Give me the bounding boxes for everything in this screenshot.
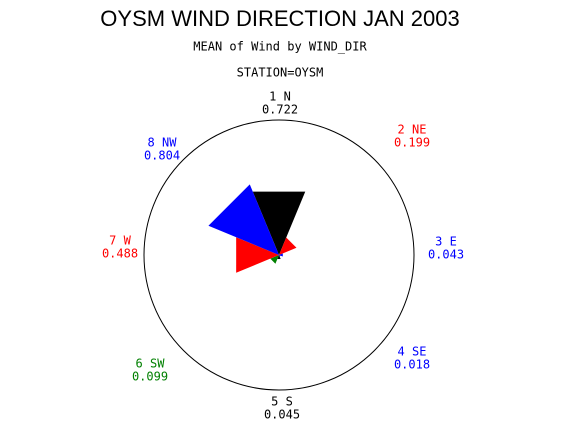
chart-subtitle: MEAN of Wind by WIND_DIR xyxy=(193,40,367,54)
value-label: 0.804 xyxy=(144,149,180,163)
direction-label: 4 SE xyxy=(398,345,427,359)
value-label: 0.199 xyxy=(394,136,430,150)
wedge xyxy=(208,184,279,255)
direction-label: 2 NE xyxy=(398,123,427,137)
value-label: 0.722 xyxy=(262,103,298,117)
wedge xyxy=(252,191,306,255)
direction-label: 6 SW xyxy=(136,357,166,371)
value-label: 0.043 xyxy=(428,248,464,262)
direction-label: 5 S xyxy=(271,395,293,409)
direction-label: 1 N xyxy=(269,90,291,104)
wedge xyxy=(279,237,297,255)
value-label: 0.018 xyxy=(394,358,430,372)
value-label: 0.488 xyxy=(102,247,138,261)
frame-circle xyxy=(143,119,415,391)
direction-label: 8 NW xyxy=(148,136,178,150)
direction-label: 3 E xyxy=(435,235,457,249)
wedge xyxy=(279,255,281,257)
wedge xyxy=(279,253,283,257)
group-label: STATION=OYSM xyxy=(237,66,324,80)
wedge xyxy=(236,237,279,273)
direction-label: 7 W xyxy=(109,234,131,248)
value-label: 0.099 xyxy=(132,370,168,384)
wedge xyxy=(270,255,279,264)
value-label: 0.045 xyxy=(264,408,300,422)
chart-title: OYSM WIND DIRECTION JAN 2003 xyxy=(100,6,459,31)
wedge xyxy=(277,255,281,259)
